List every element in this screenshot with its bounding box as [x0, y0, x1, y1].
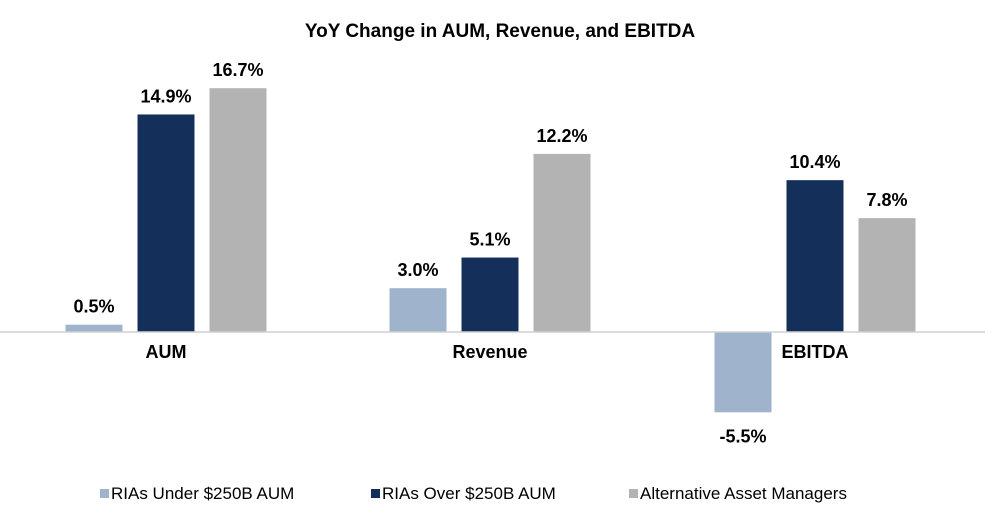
- legend-label: RIAs Under $250B AUM: [111, 484, 294, 503]
- category-label: AUM: [146, 342, 187, 362]
- data-label: 16.7%: [212, 60, 263, 80]
- chart-title: YoY Change in AUM, Revenue, and EBITDA: [305, 21, 696, 42]
- legend-swatch: [629, 489, 638, 498]
- bar: [389, 288, 447, 332]
- legend-swatch: [100, 489, 109, 498]
- bar: [137, 114, 195, 333]
- bar: [714, 332, 772, 413]
- bar: [533, 153, 591, 332]
- legend: RIAs Under $250B AUM RIAs Over $250B AUM A…: [100, 484, 847, 503]
- data-label: -5.5%: [719, 426, 766, 446]
- legend-label: Alternative Asset Managers: [640, 484, 847, 503]
- data-label: 7.8%: [866, 190, 907, 210]
- bar: [209, 88, 267, 333]
- legend-label: RIAs Over $250B AUM: [382, 484, 556, 503]
- bar: [461, 257, 519, 332]
- data-label: 0.5%: [73, 297, 114, 317]
- bar: [65, 324, 123, 332]
- data-label: 12.2%: [536, 126, 587, 146]
- data-label: 5.1%: [469, 230, 510, 250]
- data-label: 3.0%: [397, 260, 438, 280]
- category-label: Revenue: [452, 342, 527, 362]
- data-label: 14.9%: [140, 86, 191, 106]
- legend-swatch: [371, 489, 380, 498]
- bar: [786, 180, 844, 332]
- category-label: EBITDA: [782, 342, 849, 362]
- data-label: 10.4%: [789, 152, 840, 172]
- bar: [858, 218, 916, 332]
